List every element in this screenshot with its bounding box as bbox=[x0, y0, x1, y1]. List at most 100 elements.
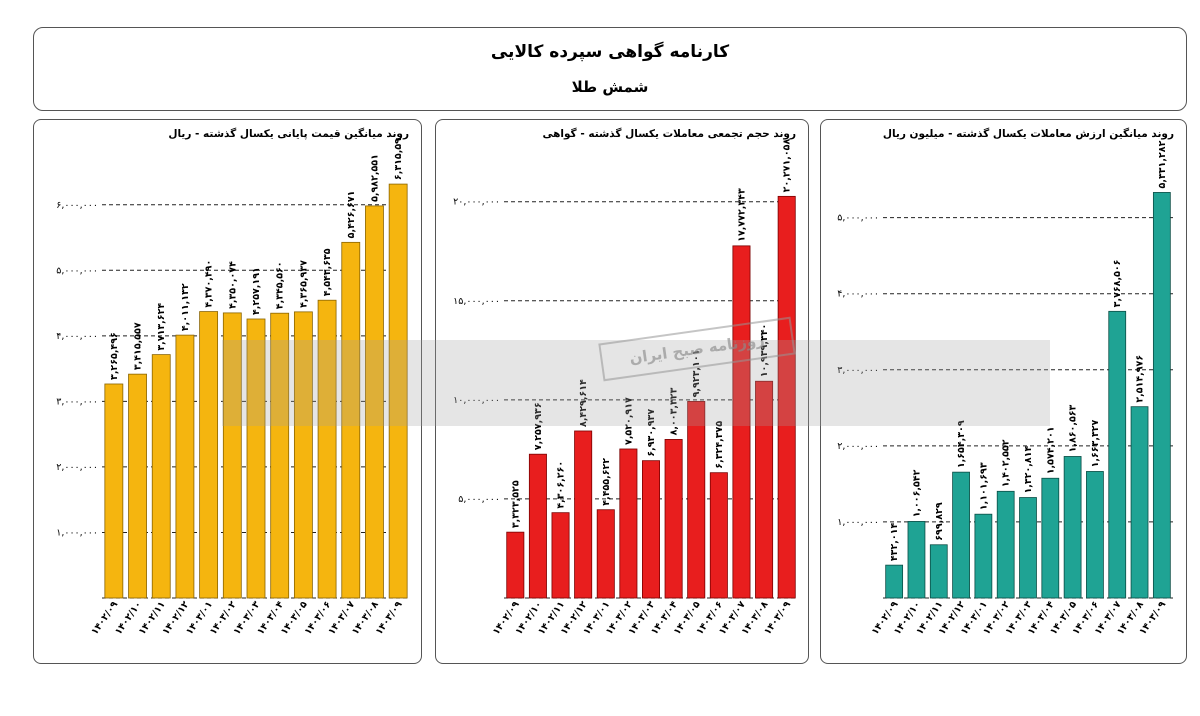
value-chart: ۱,۰۰۰,۰۰۰ ۲,۰۰۰,۰۰۰ ۳,۰۰۰,۰۰۰ ۴,۰۰۰,۰۰۰ ۵,۰۰… bbox=[837, 140, 1173, 637]
bar bbox=[929, 544, 948, 599]
bar bbox=[907, 521, 926, 599]
data-label: ۴,۲۵۷,۱۹۱ bbox=[251, 267, 262, 315]
bar bbox=[574, 430, 593, 599]
bar bbox=[1130, 406, 1149, 599]
bar bbox=[1063, 456, 1082, 599]
data-label: ۴,۳۷۰,۴۹۰ bbox=[204, 260, 215, 308]
bar bbox=[1019, 497, 1037, 599]
bar bbox=[885, 564, 904, 599]
chart-title: روند میانگین ارزش معاملات یکسال گذشته - … bbox=[882, 128, 1174, 140]
bar bbox=[664, 439, 683, 599]
bar bbox=[974, 513, 993, 599]
chart-title: روند حجم تجمعی معاملات یکسال گذشته - گوا… bbox=[542, 128, 796, 140]
y-tick-label: ۵,۰۰۰,۰۰۰ bbox=[56, 265, 98, 276]
data-label: ۱,۵۷۴,۲۰۱ bbox=[1045, 426, 1056, 474]
data-label: ۴,۴۵۵,۶۲۲ bbox=[601, 458, 612, 506]
bar bbox=[365, 205, 384, 599]
data-label: ۳,۷۱۳,۶۲۴ bbox=[156, 303, 167, 351]
y-tick-label: ۴,۰۰۰,۰۰۰ bbox=[837, 289, 879, 300]
data-label: ۱,۰۰۶,۵۴۲ bbox=[911, 469, 922, 517]
bar bbox=[222, 312, 242, 599]
y-tick-label: ۶,۰۰۰,۰۰۰ bbox=[56, 200, 98, 211]
bar bbox=[996, 490, 1015, 599]
bar bbox=[104, 383, 124, 599]
y-tick-label: ۱۵,۰۰۰,۰۰۰ bbox=[453, 296, 500, 307]
data-label: ۴,۳۴۵,۵۶۰ bbox=[275, 261, 286, 309]
y-tick-label: ۱۰,۰۰۰,۰۰۰ bbox=[453, 395, 500, 406]
data-label: ۴,۳۵۰,۰۷۴ bbox=[227, 261, 238, 309]
data-label: ۴,۵۴۳,۶۳۵ bbox=[322, 248, 333, 296]
data-label: ۱,۶۶۳,۳۲۷ bbox=[1090, 419, 1101, 467]
volume-chart-panel: روند حجم تجمعی معاملات یکسال گذشته - گوا… bbox=[435, 119, 809, 664]
bar bbox=[341, 241, 361, 599]
data-label: ۳,۴۱۵,۵۵۷ bbox=[133, 322, 144, 370]
bar bbox=[270, 312, 290, 599]
data-label: ۳,۳۲۳,۵۲۵ bbox=[510, 480, 521, 528]
y-tick-label: ۳,۰۰۰,۰۰۰ bbox=[56, 396, 98, 407]
data-label: ۲,۵۱۴,۹۷۶ bbox=[1135, 355, 1146, 403]
data-label: ۶۹۹,۸۲۹ bbox=[934, 502, 945, 541]
bar bbox=[1041, 477, 1060, 599]
y-tick-label: ۴,۰۰۰,۰۰۰ bbox=[56, 331, 98, 342]
data-label: ۲۰,۲۷۱,۰۵۸ bbox=[782, 139, 793, 193]
data-label: ۸,۴۲۹,۶۱۴ bbox=[578, 379, 589, 427]
volume-chart: ۵,۰۰۰,۰۰۰ ۱۰,۰۰۰,۰۰۰ ۱۵,۰۰۰,۰۰۰ ۲۰,۰۰۰,۰۰۰ ۳… bbox=[453, 139, 798, 637]
y-tick-label: ۵,۰۰۰,۰۰۰ bbox=[458, 494, 500, 505]
y-tick-label: ۱,۰۰۰,۰۰۰ bbox=[837, 517, 879, 528]
bar bbox=[506, 531, 525, 599]
bar bbox=[528, 453, 547, 599]
bar bbox=[687, 400, 706, 599]
data-label: ۳,۷۶۸,۵۰۶ bbox=[1112, 260, 1123, 308]
report-title: کارنامه گواهی سپرده کالایی bbox=[490, 42, 730, 62]
data-label: ۴,۳۰۶,۲۶۰ bbox=[556, 461, 567, 509]
y-tick-label: ۲,۰۰۰,۰۰۰ bbox=[837, 441, 879, 452]
data-label: ۱,۸۶۰,۵۶۳ bbox=[1068, 404, 1079, 452]
bar bbox=[1152, 192, 1171, 599]
bar bbox=[175, 334, 195, 599]
data-label: ۳,۲۶۵,۴۹۶ bbox=[109, 332, 120, 380]
bar bbox=[317, 299, 337, 599]
y-tick-label: ۲,۰۰۰,۰۰۰ bbox=[56, 462, 98, 473]
bar bbox=[755, 380, 774, 599]
report-subtitle: شمش طلا bbox=[571, 78, 649, 96]
bar bbox=[1086, 471, 1104, 599]
bar bbox=[619, 448, 638, 599]
bar bbox=[246, 318, 266, 599]
data-label: ۱,۴۰۲,۵۵۲ bbox=[1001, 439, 1012, 487]
y-tick-label: ۳,۰۰۰,۰۰۰ bbox=[837, 365, 879, 376]
bar bbox=[151, 354, 171, 599]
data-label: ۴,۳۶۵,۹۳۷ bbox=[298, 260, 309, 308]
bar bbox=[952, 471, 970, 599]
price-chart-panel: روند میانگین قیمت پایانی یکسال گذشته - ر… bbox=[33, 119, 422, 664]
y-tick-label: ۱,۰۰۰,۰۰۰ bbox=[56, 527, 98, 538]
data-label: ۵,۳۳۱,۲۸۲ bbox=[1157, 140, 1168, 188]
price-chart: ۱,۰۰۰,۰۰۰ ۲,۰۰۰,۰۰۰ ۳,۰۰۰,۰۰۰ ۴,۰۰۰,۰۰۰ ۵,۰۰… bbox=[56, 132, 410, 637]
y-tick-label: ۲۰,۰۰۰,۰۰۰ bbox=[453, 197, 500, 208]
data-label: ۶,۹۳۰,۹۳۷ bbox=[646, 409, 657, 457]
data-label: ۵,۹۸۲,۵۵۱ bbox=[369, 154, 380, 202]
data-label: ۸,۰۰۳,۳۲۳ bbox=[669, 387, 680, 435]
bar bbox=[293, 311, 313, 599]
data-label: ۴,۰۱۱,۱۳۲ bbox=[180, 283, 191, 331]
data-label: ۱,۶۵۴,۳۰۹ bbox=[956, 420, 967, 468]
data-label: ۶,۳۲۴,۳۷۵ bbox=[714, 421, 725, 469]
bar bbox=[128, 373, 147, 599]
y-tick-label: ۵,۰۰۰,۰۰۰ bbox=[837, 213, 879, 224]
bar bbox=[388, 183, 408, 599]
bar bbox=[709, 472, 728, 599]
chart-title: روند میانگین قیمت پایانی یکسال گذشته - ر… bbox=[168, 128, 409, 140]
report-header: کارنامه گواهی سپرده کالایی شمش طلا bbox=[33, 27, 1187, 111]
data-label: ۱۷,۷۷۲,۳۴۳ bbox=[736, 188, 747, 242]
data-label: ۴۳۲,۰۱۴ bbox=[889, 523, 900, 562]
bar bbox=[199, 311, 219, 599]
bar bbox=[642, 460, 660, 599]
value-chart-panel: روند میانگین ارزش معاملات یکسال گذشته - … bbox=[820, 119, 1187, 664]
data-label: ۱۰,۹۳۹,۳۴۰ bbox=[759, 324, 770, 378]
bar bbox=[777, 195, 796, 599]
data-label: ۱,۱۰۱,۶۹۳ bbox=[978, 462, 989, 510]
bar bbox=[732, 245, 751, 599]
data-label: ۷,۵۲۰,۹۱۷ bbox=[623, 397, 634, 445]
data-label: ۵,۴۲۶,۶۷۱ bbox=[346, 191, 357, 239]
data-label: ۱,۳۲۰,۸۱۴ bbox=[1023, 446, 1034, 494]
bar bbox=[596, 509, 615, 599]
